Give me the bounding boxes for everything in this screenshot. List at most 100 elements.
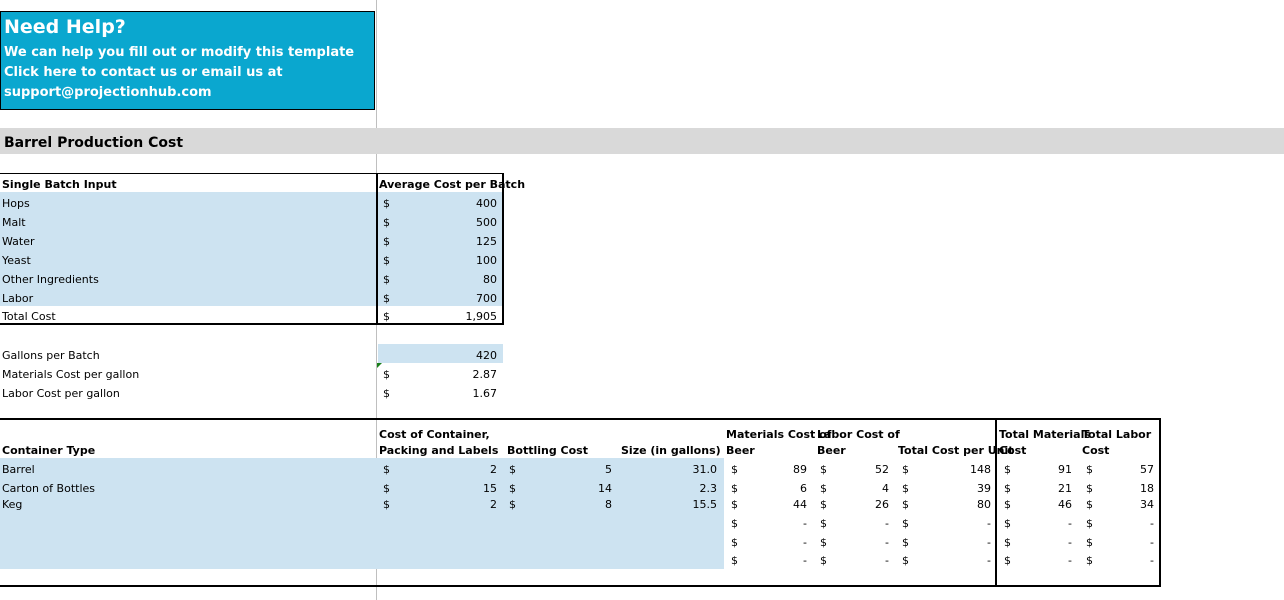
total-materials-currency: $	[1004, 517, 1011, 530]
total-unit-currency: $	[902, 482, 909, 495]
bottling-value[interactable]: 14	[598, 482, 612, 495]
cost-currency: $	[383, 498, 390, 511]
labor-per-gallon-value[interactable]: 1.67	[472, 387, 498, 400]
batch-total-value[interactable]: 1,905	[465, 310, 498, 323]
labor-value: -	[885, 554, 889, 567]
bottling-value[interactable]: 8	[605, 498, 612, 511]
batch-row-value[interactable]: 500	[476, 216, 497, 229]
materials-per-gallon-currency: $	[383, 368, 390, 381]
total-labor-currency: $	[1086, 463, 1093, 476]
batch-divider	[376, 173, 378, 325]
batch-row-currency: $	[383, 235, 390, 248]
total-unit-currency: $	[902, 554, 909, 567]
container-top-border	[0, 418, 1161, 420]
cost-currency: $	[383, 482, 390, 495]
cell-note-marker	[377, 363, 382, 368]
batch-row-currency: $	[383, 197, 390, 210]
bottling-currency: $	[509, 498, 516, 511]
labor-currency: $	[820, 517, 827, 530]
batch-row-value[interactable]: 700	[476, 292, 497, 305]
container-type[interactable]: Carton of Bottles	[2, 482, 96, 495]
materials-per-gallon-value[interactable]: 2.87	[472, 368, 498, 381]
header-total-materials-line2: Cost	[999, 444, 1027, 457]
total-labor-currency: $	[1086, 517, 1093, 530]
help-line-2[interactable]: Click here to contact us or email us at	[4, 65, 283, 80]
help-line-1: We can help you fill out or modify this …	[4, 45, 355, 60]
batch-row-label[interactable]: Hops	[2, 197, 30, 210]
materials-value: -	[803, 554, 807, 567]
cost-value[interactable]: 2	[490, 498, 497, 511]
header-labor-line2: Beer	[817, 444, 846, 457]
help-banner[interactable]: Need Help? We can help you fill out or m…	[0, 11, 375, 110]
batch-input-fill	[0, 192, 503, 306]
materials-value: 6	[800, 482, 807, 495]
total-materials-value: -	[1068, 554, 1072, 567]
labor-currency: $	[820, 536, 827, 549]
size-value[interactable]: 31.0	[692, 463, 718, 476]
total-labor-value: -	[1150, 554, 1154, 567]
total-materials-currency: $	[1004, 536, 1011, 549]
batch-top-border	[0, 173, 504, 174]
container-input-fill	[0, 458, 724, 569]
gallons-value[interactable]: 420	[476, 349, 497, 362]
batch-row-value[interactable]: 400	[476, 197, 497, 210]
batch-total-currency: $	[383, 310, 390, 323]
total-labor-value: -	[1150, 536, 1154, 549]
labor-value: 52	[875, 463, 889, 476]
bottling-currency: $	[509, 482, 516, 495]
total-labor-currency: $	[1086, 554, 1093, 567]
total-materials-value: -	[1068, 517, 1072, 530]
total-unit-currency: $	[902, 536, 909, 549]
cost-value[interactable]: 2	[490, 463, 497, 476]
labor-currency: $	[820, 554, 827, 567]
total-materials-currency: $	[1004, 463, 1011, 476]
header-container-type: Container Type	[2, 444, 96, 457]
total-unit-value: -	[987, 517, 991, 530]
batch-row-currency: $	[383, 216, 390, 229]
batch-row-label[interactable]: Labor	[2, 292, 34, 305]
batch-header-input: Single Batch Input	[2, 178, 117, 191]
labor-per-gallon-currency: $	[383, 387, 390, 400]
total-unit-currency: $	[902, 463, 909, 476]
total-materials-currency: $	[1004, 482, 1011, 495]
materials-value: 44	[793, 498, 807, 511]
container-bottom-border	[0, 585, 1161, 587]
labor-currency: $	[820, 463, 827, 476]
materials-currency: $	[731, 517, 738, 530]
size-value[interactable]: 2.3	[699, 482, 718, 495]
materials-value: -	[803, 536, 807, 549]
labor-value: -	[885, 517, 889, 530]
section-band	[0, 128, 1284, 154]
header-size: Size (in gallons)	[621, 444, 721, 457]
header-cost-line1: Cost of Container,	[379, 428, 490, 441]
header-total-unit: Total Cost per Unit	[898, 444, 1014, 457]
cost-value[interactable]: 15	[483, 482, 497, 495]
container-type[interactable]: Barrel	[2, 463, 35, 476]
labor-currency: $	[820, 482, 827, 495]
batch-row-label[interactable]: Yeast	[2, 254, 31, 267]
total-unit-value: -	[987, 536, 991, 549]
batch-right-border	[502, 173, 504, 325]
help-email-link[interactable]: support@projectionhub.com	[4, 85, 212, 100]
labor-value: 4	[882, 482, 889, 495]
batch-row-label[interactable]: Other Ingredients	[2, 273, 99, 286]
header-total-materials-line1: Total Materials	[999, 428, 1091, 441]
batch-row-currency: $	[383, 254, 390, 267]
batch-total-label: Total Cost	[2, 310, 56, 323]
total-unit-value: 148	[970, 463, 991, 476]
total-labor-value: 34	[1140, 498, 1154, 511]
total-labor-currency: $	[1086, 498, 1093, 511]
materials-currency: $	[731, 463, 738, 476]
header-labor-line1: Labor Cost of	[817, 428, 900, 441]
batch-row-label[interactable]: Malt	[2, 216, 26, 229]
batch-row-label[interactable]: Water	[2, 235, 35, 248]
total-unit-currency: $	[902, 517, 909, 530]
container-type[interactable]: Keg	[2, 498, 23, 511]
batch-row-value[interactable]: 125	[476, 235, 497, 248]
batch-row-value[interactable]: 80	[483, 273, 497, 286]
labor-value: -	[885, 536, 889, 549]
bottling-value[interactable]: 5	[605, 463, 612, 476]
total-materials-value: 91	[1058, 463, 1072, 476]
batch-row-value[interactable]: 100	[476, 254, 497, 267]
size-value[interactable]: 15.5	[692, 498, 718, 511]
